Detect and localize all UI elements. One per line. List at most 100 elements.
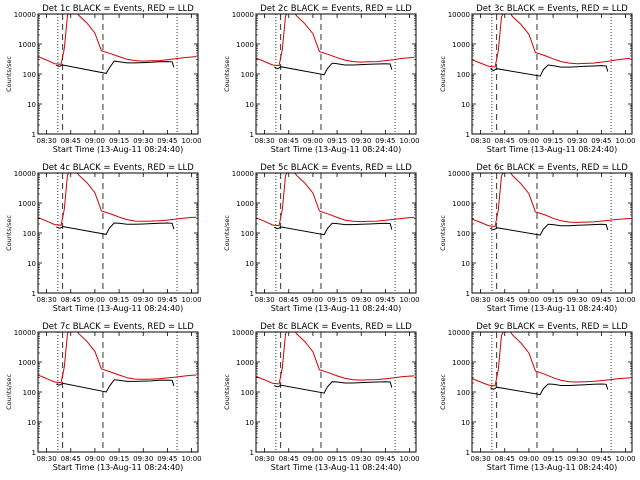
x-tick-label: 09:00: [519, 455, 539, 463]
y-axis-label: Counts/sec: [439, 215, 447, 251]
x-tick-label: 10:00: [399, 455, 419, 463]
chart-title: Det 3c BLACK = Events, RED = LLD: [476, 4, 628, 14]
x-tick-label: 09:30: [567, 296, 587, 304]
x-tick-label: 09:15: [543, 455, 563, 463]
y-tick-label: 1: [32, 290, 36, 298]
x-axis-label: Start Time (13-Aug-11 08:24:40): [271, 145, 402, 154]
y-tick-label: 10000: [448, 329, 470, 337]
x-tick-label: 09:30: [133, 296, 153, 304]
events-line: [490, 223, 609, 236]
x-tick-label: 09:00: [519, 296, 539, 304]
y-tick-label: 10000: [14, 170, 36, 178]
x-tick-label: 08:45: [495, 455, 515, 463]
y-tick-label: 1000: [18, 359, 36, 367]
lld-line: [38, 14, 197, 65]
x-tick-label: 09:00: [303, 137, 323, 145]
series-group: [472, 173, 631, 236]
plot-frame: [37, 172, 199, 294]
y-axis-label: Counts/sec: [5, 215, 13, 251]
y-tick-label: 10: [461, 419, 470, 427]
lld-line: [472, 332, 631, 387]
x-tick-label: 10:00: [181, 455, 201, 463]
x-tick-label: 09:45: [591, 455, 611, 463]
x-tick-label: 09:00: [303, 296, 323, 304]
x-tick-label: 09:15: [327, 296, 347, 304]
chart-panel: Det 1c BLACK = Events, RED = LLD 1 10 100 10…: [5, 4, 202, 154]
x-axis-label: Start Time (13-Aug-11 08:24:40): [271, 304, 402, 313]
x-tick-label: 10:00: [615, 137, 635, 145]
series-group: [256, 332, 415, 394]
x-tick-label: 09:30: [351, 455, 371, 463]
y-tick-label: 10: [27, 419, 36, 427]
chart-panel: Det 7c BLACK = Events, RED = LLD 1 10 100 10…: [5, 322, 202, 472]
series-group: [38, 173, 197, 235]
x-tick-label: 08:45: [495, 137, 515, 145]
x-tick-label: 09:45: [375, 455, 395, 463]
y-tick-label: 1: [32, 131, 36, 139]
x-tick-label: 09:00: [519, 137, 539, 145]
x-tick-label: 08:45: [279, 296, 299, 304]
x-tick-label: 09:15: [109, 455, 129, 463]
x-tick-label: 08:30: [470, 137, 490, 145]
y-tick-label: 100: [23, 389, 36, 397]
chart-panel: Det 2c BLACK = Events, RED = LLD 1 10 100 10…: [223, 4, 420, 154]
plot-frame: [255, 13, 417, 135]
x-tick-label: 08:30: [470, 455, 490, 463]
y-tick-label: 10000: [14, 329, 36, 337]
x-tick-label: 08:45: [279, 455, 299, 463]
chart-title: Det 1c BLACK = Events, RED = LLD: [42, 4, 194, 14]
y-axis-label: Counts/sec: [223, 215, 231, 251]
chart-panel: Det 5c BLACK = Events, RED = LLD 1 10 100 10…: [223, 163, 420, 313]
x-axis-label: Start Time (13-Aug-11 08:24:40): [53, 463, 184, 472]
x-tick-label: 09:30: [567, 137, 587, 145]
chart-title: Det 7c BLACK = Events, RED = LLD: [42, 322, 194, 332]
x-tick-label: 09:45: [375, 296, 395, 304]
y-tick-label: 1000: [452, 359, 470, 367]
x-tick-label: 08:30: [254, 296, 274, 304]
lld-line: [472, 14, 631, 68]
x-axis-label: Start Time (13-Aug-11 08:24:40): [271, 463, 402, 472]
y-tick-label: 1: [466, 290, 470, 298]
y-tick-label: 1: [250, 131, 254, 139]
y-tick-label: 1000: [452, 41, 470, 49]
lld-line: [256, 173, 415, 227]
y-tick-label: 10000: [232, 170, 254, 178]
y-tick-label: 10000: [448, 11, 470, 19]
x-tick-label: 08:30: [36, 296, 56, 304]
chart-title: Det 5c BLACK = Events, RED = LLD: [260, 163, 412, 173]
x-axis-label: Start Time (13-Aug-11 08:24:40): [487, 463, 618, 472]
y-tick-label: 1: [32, 449, 36, 457]
x-tick-label: 08:30: [36, 455, 56, 463]
x-tick-label: 08:30: [254, 455, 274, 463]
x-tick-label: 09:30: [133, 455, 153, 463]
y-tick-label: 10000: [448, 170, 470, 178]
x-tick-label: 09:15: [109, 137, 129, 145]
x-tick-label: 09:00: [85, 296, 105, 304]
y-tick-label: 10: [245, 101, 254, 109]
x-tick-label: 08:45: [61, 296, 81, 304]
lld-line: [38, 173, 197, 226]
x-tick-label: 10:00: [181, 137, 201, 145]
lld-line: [256, 14, 415, 67]
y-tick-label: 1000: [18, 200, 36, 208]
y-tick-label: 100: [23, 71, 36, 79]
series-group: [472, 14, 631, 77]
x-tick-label: 09:00: [85, 137, 105, 145]
series-group: [256, 173, 415, 236]
x-tick-label: 08:45: [61, 137, 81, 145]
y-tick-label: 1: [250, 290, 254, 298]
plot-frame: [37, 331, 199, 453]
x-tick-label: 09:45: [157, 296, 177, 304]
lld-line: [38, 332, 197, 384]
y-tick-label: 100: [457, 71, 470, 79]
y-tick-label: 10: [245, 260, 254, 268]
x-tick-label: 09:15: [543, 137, 563, 145]
x-tick-label: 09:15: [327, 455, 347, 463]
y-axis-label: Counts/sec: [439, 374, 447, 410]
plot-frame: [471, 331, 633, 453]
y-tick-label: 1000: [452, 200, 470, 208]
y-tick-label: 10: [461, 101, 470, 109]
y-tick-label: 10000: [232, 11, 254, 19]
x-tick-label: 09:15: [543, 296, 563, 304]
